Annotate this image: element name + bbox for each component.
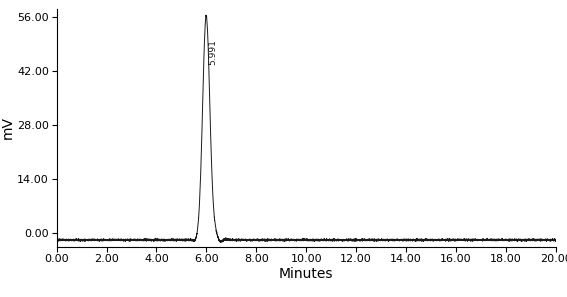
X-axis label: Minutes: Minutes [279,267,333,281]
Text: 5.991: 5.991 [208,39,217,65]
Y-axis label: mV: mV [1,116,14,139]
